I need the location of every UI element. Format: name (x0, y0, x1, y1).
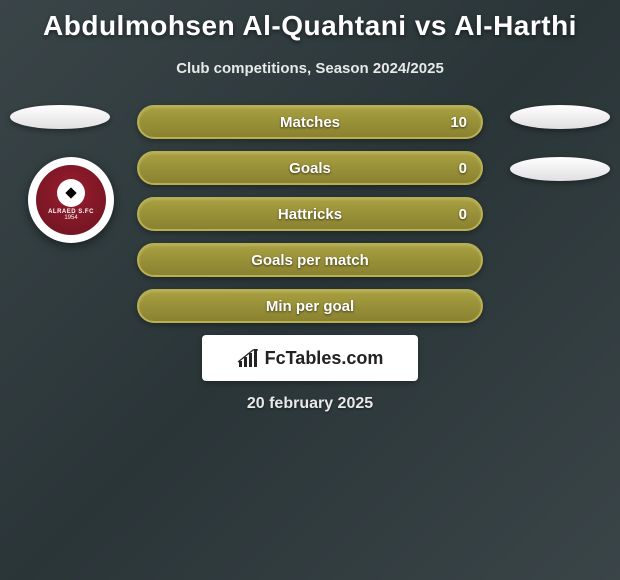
soccer-ball-icon (57, 179, 85, 207)
stat-bar-hattricks: Hattricks 0 (137, 197, 483, 231)
stat-label: Goals (289, 160, 331, 177)
stat-label: Hattricks (278, 206, 342, 223)
stat-value: 10 (450, 114, 467, 131)
stat-value: 0 (459, 160, 467, 177)
logo-text: FcTables.com (265, 348, 384, 369)
stat-bar-goals: Goals 0 (137, 151, 483, 185)
stat-bars: Matches 10 Goals 0 Hattricks 0 Goals per… (137, 105, 483, 323)
club-badge: ALRAED S.FC 1954 (28, 157, 114, 243)
comparison-card: Abdulmohsen Al-Quahtani vs Al-Harthi Clu… (0, 0, 620, 413)
stat-label: Goals per match (251, 252, 369, 269)
stat-bar-min-per-goal: Min per goal (137, 289, 483, 323)
stat-bar-matches: Matches 10 (137, 105, 483, 139)
player-right-pill-2 (510, 157, 610, 181)
club-badge-inner: ALRAED S.FC 1954 (36, 165, 106, 235)
page-subtitle: Club competitions, Season 2024/2025 (0, 60, 620, 77)
player-left-pill (10, 105, 110, 129)
player-right-pill-1 (510, 105, 610, 129)
date-label: 20 february 2025 (0, 395, 620, 413)
stat-bar-goals-per-match: Goals per match (137, 243, 483, 277)
stat-label: Min per goal (266, 298, 354, 315)
main-area: ALRAED S.FC 1954 Matches 10 Goals 0 Hatt… (0, 105, 620, 413)
bar-chart-icon (237, 349, 259, 367)
fctables-logo[interactable]: FcTables.com (202, 335, 418, 381)
stat-value: 0 (459, 206, 467, 223)
stat-label: Matches (280, 114, 340, 131)
page-title: Abdulmohsen Al-Quahtani vs Al-Harthi (0, 10, 620, 42)
club-year: 1954 (64, 215, 77, 221)
